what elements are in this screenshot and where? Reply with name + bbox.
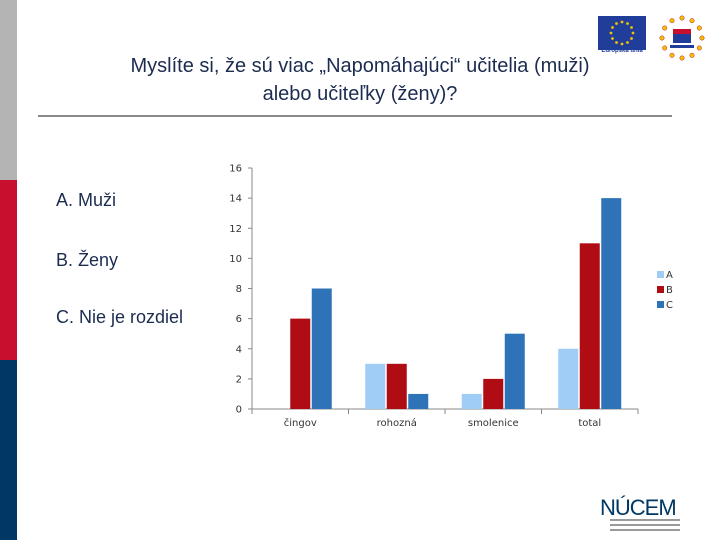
y-tick-label: 4 bbox=[236, 344, 242, 355]
y-tick-label: 10 bbox=[229, 254, 242, 265]
option-a-label: A. Muži bbox=[56, 190, 117, 210]
bar-C-3 bbox=[601, 198, 622, 409]
nucem-logo: NÚCEM bbox=[600, 495, 690, 535]
y-tick-label: 0 bbox=[236, 405, 242, 416]
slide-title-line-1: Myslíte si, že sú viac „Napomáhajúci“ uč… bbox=[130, 55, 590, 77]
esf-star-icon bbox=[696, 45, 702, 51]
bar-B-2 bbox=[483, 378, 504, 409]
x-category-label: čingov bbox=[284, 417, 317, 429]
esf-star-icon bbox=[669, 18, 675, 24]
bar-C-0 bbox=[311, 288, 332, 409]
bar-A-2 bbox=[461, 393, 482, 409]
eu-star-icon bbox=[611, 37, 614, 40]
bar-A-3 bbox=[558, 348, 579, 409]
esf-star-icon bbox=[689, 18, 695, 24]
eu-star-icon bbox=[626, 41, 629, 44]
eu-star-icon bbox=[620, 42, 624, 46]
y-tick-label: 12 bbox=[229, 224, 242, 235]
esf-star-icon bbox=[669, 52, 675, 58]
esf-star-icon bbox=[689, 52, 695, 58]
y-tick-label: 8 bbox=[236, 284, 242, 295]
eu-star-icon bbox=[611, 26, 614, 29]
bar-chart: 0 2 4 6 8 10 12 14 16 čingov rohozná smolenice total… bbox=[229, 164, 673, 430]
legend-label-B: B bbox=[666, 285, 673, 296]
x-category-label: total bbox=[578, 418, 601, 429]
legend-swatch-A bbox=[657, 271, 664, 278]
esf-star-icon bbox=[696, 25, 702, 31]
side-bar-red bbox=[0, 180, 17, 360]
legend-swatch-C bbox=[657, 301, 664, 308]
eu-star-icon bbox=[609, 31, 613, 35]
title-divider bbox=[38, 115, 672, 117]
eu-star-icon bbox=[615, 22, 618, 25]
esf-star-icon bbox=[679, 55, 685, 61]
esf-logo bbox=[656, 14, 708, 62]
esf-star-icon bbox=[679, 15, 685, 21]
esf-star-icon bbox=[662, 45, 668, 51]
y-tick-label: 16 bbox=[229, 164, 242, 175]
bar-B-1 bbox=[386, 363, 407, 409]
bar-B-0 bbox=[290, 318, 311, 409]
slide-title-line-2: alebo učiteľky (ženy)? bbox=[262, 83, 458, 105]
eu-star-icon bbox=[626, 22, 629, 25]
eu-star-icon bbox=[630, 26, 633, 29]
x-category-label: smolenice bbox=[468, 418, 519, 429]
esf-star-icon bbox=[699, 35, 705, 41]
slide-title: Myslíte si, že sú viac „Napomáhajúci“ uč… bbox=[40, 52, 680, 108]
esf-star-icon bbox=[659, 35, 665, 41]
y-tick-label: 2 bbox=[236, 374, 242, 385]
x-category-label: rohozná bbox=[377, 417, 417, 429]
legend-swatch-B bbox=[657, 286, 664, 293]
bar-B-3 bbox=[579, 243, 600, 409]
legend-label-C: C bbox=[666, 300, 673, 311]
option-c-label: C. Nie je rozdiel bbox=[56, 307, 184, 327]
eu-star-icon bbox=[630, 37, 633, 40]
eu-star-icon bbox=[620, 20, 624, 24]
side-bar-navy bbox=[0, 360, 17, 540]
bar-A-1 bbox=[365, 363, 386, 409]
y-tick-label: 14 bbox=[229, 194, 242, 205]
y-tick-label: 6 bbox=[236, 314, 242, 325]
nucem-logo-text: NÚCEM bbox=[600, 495, 677, 520]
legend-label-A: A bbox=[666, 270, 673, 281]
option-b-label: B. Ženy bbox=[56, 250, 119, 270]
nucem-logo-lines bbox=[610, 519, 680, 534]
eu-star-icon bbox=[631, 31, 635, 35]
bar-C-1 bbox=[408, 393, 429, 409]
eu-caption: Európska únia bbox=[601, 48, 643, 54]
eu-star-icon bbox=[615, 41, 618, 44]
side-bar-gray bbox=[0, 0, 17, 180]
esf-star-icon bbox=[662, 25, 668, 31]
bar-C-2 bbox=[504, 333, 525, 409]
eu-flag-logo bbox=[598, 16, 646, 50]
